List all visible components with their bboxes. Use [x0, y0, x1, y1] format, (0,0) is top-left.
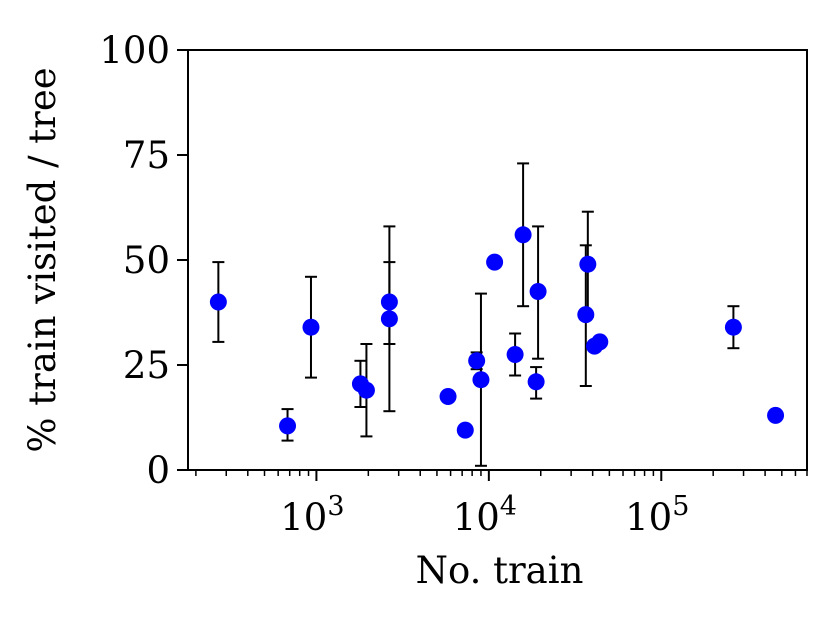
axis-ticks: [177, 49, 663, 481]
data-point: [439, 388, 457, 405]
y-tick-label: 50: [123, 239, 170, 282]
data-point: [579, 255, 597, 273]
data-point: [380, 310, 398, 328]
data-point: [724, 318, 742, 336]
x-tick-label: 105: [625, 491, 689, 539]
data-point: [279, 417, 297, 435]
y-tick-label: 75: [123, 134, 170, 177]
data-point: [529, 283, 547, 300]
data-point: [767, 406, 785, 424]
data-point: [591, 333, 609, 351]
data-point: [357, 381, 375, 399]
data-point: [527, 373, 545, 391]
data-point: [209, 293, 227, 311]
y-tick-label: 25: [123, 344, 170, 387]
y-axis-label: % train visited / tree: [21, 67, 64, 452]
data-point: [577, 306, 595, 324]
x-tick-label: 104: [453, 491, 517, 539]
plot-area-frame: [187, 49, 808, 471]
data-point: [380, 293, 398, 311]
data-point: [302, 318, 320, 336]
data-point: [468, 352, 486, 370]
tick-labels: 103 104 105 0 25 50 75 100: [99, 29, 689, 539]
x-tick-label: 103: [280, 491, 344, 539]
data-point: [456, 421, 474, 439]
data-points: [209, 226, 785, 439]
x-axis-label: No. train: [416, 549, 584, 592]
data-point: [486, 253, 504, 271]
data-point: [506, 346, 524, 363]
data-point: [514, 226, 532, 244]
y-tick-label: 0: [146, 449, 170, 492]
data-point: [472, 371, 490, 389]
y-tick-label: 100: [99, 29, 170, 72]
